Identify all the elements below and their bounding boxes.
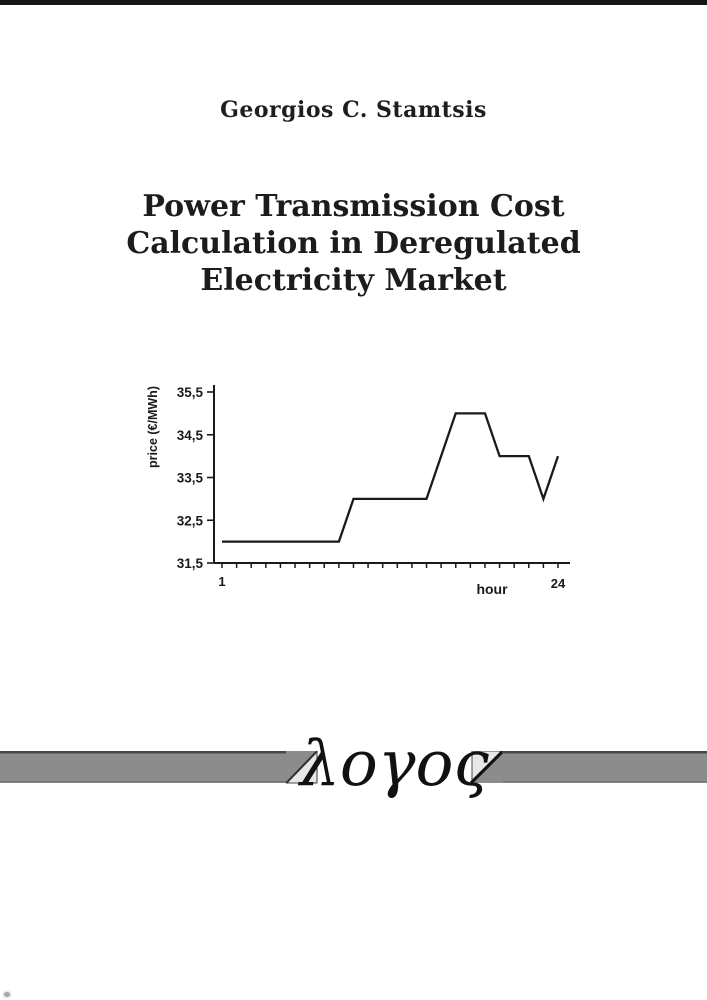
publisher-bar-right-bottom-edge [503, 781, 707, 783]
author-name: Georgios C. Stamtsis [220, 97, 487, 123]
publisher-bar-right [503, 753, 707, 782]
x-tick-label: 24 [551, 576, 566, 591]
right-diagonal-cut [469, 749, 505, 785]
publisher-bar-right-top-edge [502, 751, 707, 754]
price-curve [222, 412, 560, 543]
publisher-banner [0, 749, 707, 785]
y-tick-label: 31,5 [177, 556, 204, 571]
scan-artifact-mark [4, 992, 10, 997]
title-line-1: Power Transmission Cost [142, 189, 565, 224]
title-line-3: Electricity Market [200, 263, 507, 298]
publisher-bar-left [0, 753, 286, 782]
y-tick-label: 34,5 [177, 428, 204, 443]
left-diagonal-cut [285, 750, 318, 784]
publisher-bar-left-top-edge [0, 751, 310, 754]
book-title: Power Transmission Cost Calculation in D… [0, 188, 707, 299]
price-hour-chart: 31,5 32,5 33,5 34,5 35,5 1 24 hour price (€/MWh) [140, 372, 585, 607]
y-tick-label: 32,5 [177, 513, 204, 528]
x-tick-label: 1 [218, 574, 225, 589]
y-tick-label: 33,5 [177, 471, 204, 486]
price-line-chart-svg: 31,5 32,5 33,5 34,5 35,5 1 24 hour price (€/MWh) [146, 385, 570, 597]
publisher-logo-text: λογος [300, 727, 489, 800]
x-axis-title: hour [476, 581, 508, 597]
title-line-2: Calculation in Deregulated [126, 226, 581, 261]
y-axis-title: price (€/MWh) [146, 386, 160, 468]
publisher-bar-left-bottom-edge [0, 781, 286, 783]
y-tick-label: 35,5 [177, 385, 204, 400]
top-edge-bar [0, 0, 707, 5]
publisher-banner-svg [0, 749, 707, 785]
